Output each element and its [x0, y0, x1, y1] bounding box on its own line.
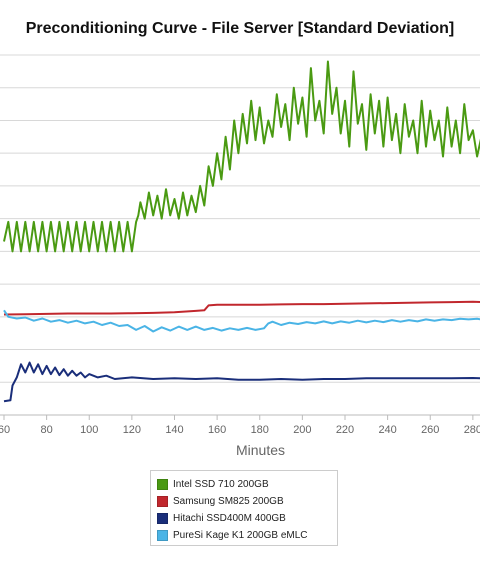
x-tick-label-160: 160: [208, 424, 226, 436]
x-tick-label-80: 80: [40, 424, 52, 436]
x-tick-label-240: 240: [378, 424, 396, 436]
series-lines: [3, 60, 480, 403]
x-tick-label-140: 140: [165, 424, 183, 436]
legend-swatch-1: [157, 496, 168, 507]
chart-title: Preconditioning Curve - File Server [Sta…: [25, 20, 455, 37]
legend-label-0: Intel SSD 710 200GB: [173, 479, 269, 490]
x-axis: 60 80 100 120 140 160 180 200 220 240 260 280: [0, 414, 480, 436]
legend-label-3: PureSi Kage K1 200GB eMLC: [173, 530, 308, 541]
x-tick-label-280: 280: [464, 424, 480, 436]
x-axis-label: Minutes: [236, 442, 286, 458]
legend-swatch-0: [157, 479, 168, 490]
series-line-2: [3, 361, 480, 403]
legend-label-2: Hitachi SSD400M 400GB: [173, 513, 286, 524]
x-tick-label-180: 180: [251, 424, 269, 436]
x-tick-label-60: 60: [0, 424, 10, 436]
x-tick-label-120: 120: [123, 424, 141, 436]
series-line-0: [3, 60, 480, 253]
legend: Intel SSD 710 200GB Samsung SM825 200GB Hi…: [150, 470, 338, 546]
x-tick-label-100: 100: [80, 424, 98, 436]
legend-swatch-2: [157, 513, 168, 524]
legend-item-3: PureSi Kage K1 200GB eMLC: [157, 527, 337, 544]
legend-item-0: Intel SSD 710 200GB: [157, 476, 337, 493]
series-line-1: [3, 300, 480, 316]
legend-swatch-3: [157, 530, 168, 541]
grid-lines: [0, 54, 480, 383]
legend-item-2: Hitachi SSD400M 400GB: [157, 510, 337, 527]
x-tick-label-200: 200: [293, 424, 311, 436]
x-tick-label-220: 220: [336, 424, 354, 436]
x-tick-label-260: 260: [421, 424, 439, 436]
legend-label-1: Samsung SM825 200GB: [173, 496, 284, 507]
series-line-3: [3, 309, 480, 333]
legend-item-1: Samsung SM825 200GB: [157, 493, 337, 510]
